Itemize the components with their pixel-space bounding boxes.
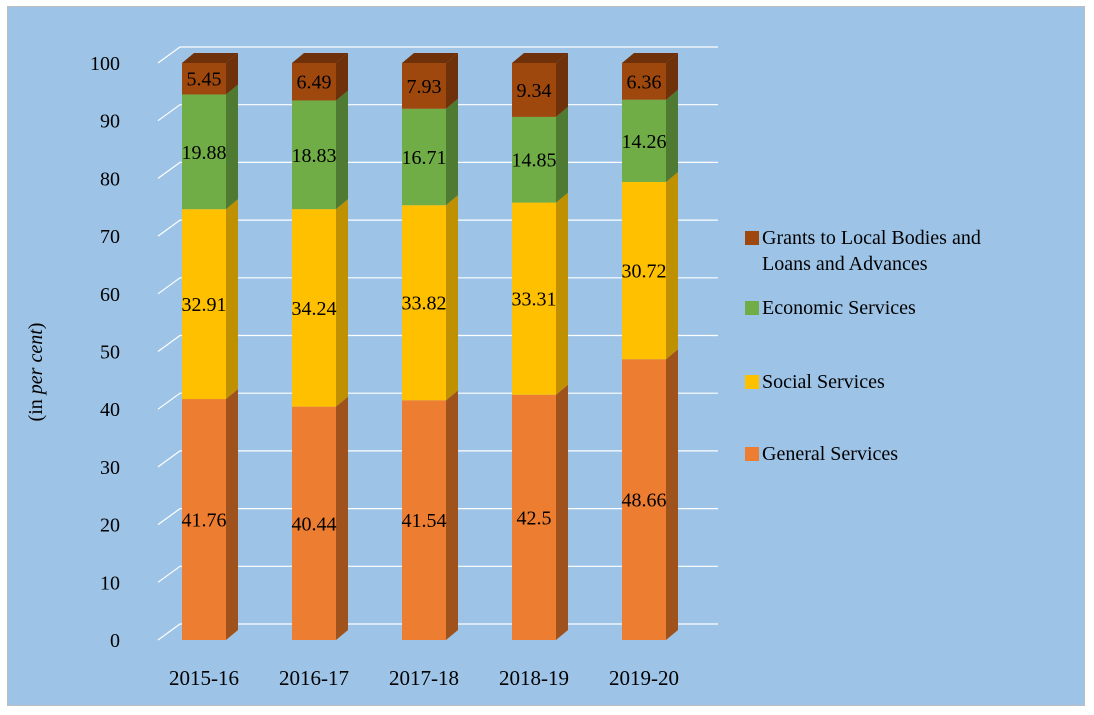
bar-segment [622,99,666,182]
y-tick-label: 60 [100,284,120,306]
data-label: 41.76 [182,510,227,532]
y-tick-label: 100 [90,53,120,75]
bar-segment-side [226,84,238,210]
data-label: 14.26 [622,131,667,153]
bar-segment-side [336,199,348,407]
y-tick-label: 20 [100,515,120,537]
legend-swatch [745,375,759,389]
bar-segment [182,399,226,640]
bar-segment-side [446,53,458,109]
y-axis-ticks: 0 10 20 30 40 50 60 70 80 90 100 [90,53,120,652]
y-tick-label: 90 [100,111,120,133]
data-label: 42.5 [517,507,552,529]
data-label: 32.91 [182,294,227,316]
data-label: 9.34 [517,80,552,102]
data-label: 34.24 [292,298,337,320]
legend-label: General Services [762,443,898,465]
bar-segment-side [336,396,348,640]
y-tick-label: 50 [100,342,120,364]
data-label: 7.93 [407,76,442,98]
bar-segment-side [556,106,568,203]
y-axis-label: (in per cent) [25,323,47,422]
gridline [157,46,718,64]
bar-segment-side [666,349,678,640]
x-tick-label: 2015-16 [169,666,239,690]
bar-top-face [182,53,238,63]
bar-segment [182,209,226,400]
bar-segment [512,394,556,640]
bar-segment [622,359,666,640]
data-label: 19.88 [182,142,227,164]
y-tick-label: 40 [100,399,120,421]
bar-segment-side [336,90,348,210]
bar-segment [512,202,556,395]
x-tick-label: 2017-18 [389,666,459,690]
x-tick-label: 2016-17 [279,666,349,690]
bar-segment-side [226,389,238,640]
bar-segment-side [666,171,678,360]
bar-segment [182,63,226,95]
bar-segment [292,209,336,407]
bar-segment-side [556,192,568,395]
bar-segment-side [666,53,678,100]
bar-segment-side [226,53,238,95]
legend-label: Loans and Advances [762,253,928,275]
y-tick-label: 0 [110,630,120,652]
data-label: 16.71 [402,147,447,169]
bar-segment [292,63,336,101]
bar-segment-side [446,195,458,401]
legend-label: Grants to Local Bodies and [762,227,981,249]
bar-segment [182,94,226,210]
bar-top-face [292,53,348,63]
bar-segment [402,63,446,109]
bar-segment [512,116,556,203]
x-tick-label: 2019-20 [609,666,679,690]
y-tick-label: 10 [100,572,120,594]
legend-label: Economic Services [762,297,916,319]
data-label: 5.45 [187,69,222,91]
y-tick-label: 70 [100,226,120,248]
x-tick-label: 2018-19 [499,666,569,690]
data-label: 6.36 [627,71,662,93]
data-label: 6.49 [297,72,332,94]
data-label: 18.83 [292,145,337,167]
data-labels: 41.76 32.91 19.88 5.45 40.44 34.24 18.83 6.49 41… [182,69,667,536]
bar-segment [402,400,446,640]
legend-swatch [745,447,759,461]
data-label: 30.72 [622,261,667,283]
bar-segment-side [556,384,568,640]
bar-segment [512,63,556,117]
bar-top-face [512,53,568,63]
legend-label: Social Services [762,371,885,393]
bar-segment [622,63,666,100]
bar-segment [402,205,446,401]
bar-segment-side [556,53,568,117]
y-tick-label: 80 [100,168,120,190]
data-label: 40.44 [292,513,337,535]
bar-segment [292,100,336,210]
data-label: 33.82 [402,293,447,315]
legend-swatch [745,301,759,315]
bar-segment [292,406,336,640]
bar-segment-side [666,89,678,182]
legend: Grants to Local Bodies and Loans and Adva… [745,227,981,465]
data-label: 33.31 [512,289,557,311]
data-label: 41.54 [402,510,447,532]
bar-top-face [402,53,458,63]
legend-swatch [745,231,759,245]
bar-segment-side [446,98,458,206]
bar-segment-side [226,199,238,400]
data-label: 14.85 [512,150,557,172]
bars [182,53,678,640]
chart-area: 0 10 20 30 40 50 60 70 80 90 100 41.76 32.91 19.88 5.… [7,6,1085,706]
bar-segment [622,181,666,360]
data-label: 48.66 [622,490,667,512]
y-tick-label: 30 [100,457,120,479]
bar-top-face [622,53,678,63]
stacked-bar-chart: 0 10 20 30 40 50 60 70 80 90 100 41.76 32.91 19.88 5.… [25,46,981,690]
bar-segment-side [336,53,348,101]
x-axis-ticks: 2015-16 2016-17 2017-18 2018-19 2019-20 [169,666,679,690]
bar-segment [402,108,446,206]
bar-segment-side [446,390,458,640]
